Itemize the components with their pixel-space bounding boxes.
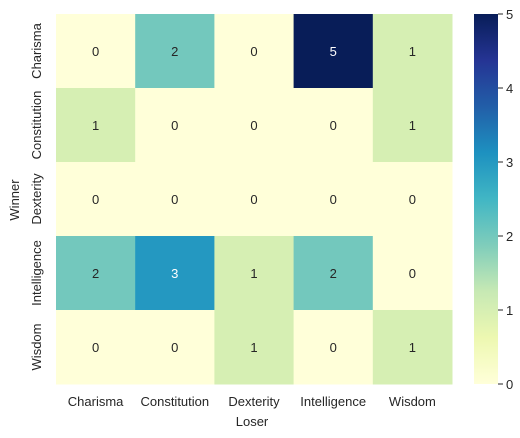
heatmap-cell [372,88,453,163]
cell-value-label: 2 [330,266,337,281]
cell-value-label: 2 [92,266,99,281]
y-tick-label: Dexterity [29,173,44,225]
y-tick-labels: Charisma Constitution Dexterity Intelligenc… [29,22,44,370]
heatmap-cell [56,310,136,385]
heatmap-cell [372,14,453,89]
cell-value-label: 0 [171,340,178,355]
heatmap-cell [135,236,215,311]
colorbar-tick-labels: 0 1 2 3 4 5 [498,7,513,392]
cell-value-label: 0 [409,192,416,207]
heatmap-cell [372,236,453,311]
x-tick-label: Charisma [68,394,124,409]
heatmap-cell [135,310,215,385]
colorbar [474,14,498,384]
x-tick-label: Wisdom [389,394,436,409]
heatmap-cell [214,162,295,237]
heatmap-cell [293,14,374,89]
heatmap-cell [56,88,136,163]
cell-value-label: 0 [250,44,257,59]
colorbar-tick-label: 1 [506,303,513,318]
cell-value-label: 2 [171,44,178,59]
cell-value-label: 1 [409,340,416,355]
heatmap-cell [293,310,374,385]
cell-value-label: 3 [171,266,178,281]
cell-value-label: 0 [171,192,178,207]
cell-value-label: 0 [92,192,99,207]
cell-value-label: 0 [330,192,337,207]
x-tick-label: Dexterity [228,394,280,409]
y-tick-label: Charisma [29,22,44,78]
cell-value-label: 1 [409,44,416,59]
y-axis-label: Winner [7,179,22,221]
heatmap-cell [214,14,295,89]
heatmap-cell [214,88,295,163]
cell-value-label: 0 [250,118,257,133]
colorbar-tick-label: 2 [506,229,513,244]
heatmap-cell [56,162,136,237]
colorbar-tick-label: 0 [506,377,513,392]
x-tick-label: Constitution [140,394,209,409]
y-tick-label: Intelligence [29,240,44,306]
cell-value-label: 1 [409,118,416,133]
heatmap-cell [372,162,453,237]
cell-value-label: 0 [409,266,416,281]
cell-value-label: 1 [92,118,99,133]
cell-value-label: 0 [330,340,337,355]
heatmap-cell [135,88,215,163]
cell-value-label: 1 [250,340,257,355]
heatmap-cell [372,310,453,385]
colorbar-tick-label: 4 [506,81,513,96]
x-tick-labels: Charisma Constitution Dexterity Intelligenc… [68,394,436,409]
cell-value-label: 0 [330,118,337,133]
heatmap-cells: 0 2 0 5 1 1 0 0 0 1 0 0 0 0 0 2 3 1 2 0 0 0 1 0 1 [56,14,453,385]
heatmap-cell [293,88,374,163]
colorbar-tick-label: 5 [506,7,513,22]
y-tick-label: Constitution [29,91,44,160]
heatmap-cell [135,14,215,89]
cell-value-label: 0 [92,340,99,355]
heatmap-cell [56,236,136,311]
cell-value-label: 1 [250,266,257,281]
heatmap-cell [293,162,374,237]
heatmap-cell [135,162,215,237]
x-axis-label: Loser [236,414,269,429]
cell-value-label: 0 [250,192,257,207]
colorbar-tick-label: 3 [506,155,513,170]
cell-value-label: 5 [330,44,337,59]
heatmap-cell [293,236,374,311]
y-tick-label: Wisdom [29,324,44,371]
heatmap-cell [56,14,136,89]
heatmap-cell [214,236,295,311]
heatmap-cell [214,310,295,385]
cell-value-label: 0 [171,118,178,133]
x-tick-label: Intelligence [300,394,366,409]
cell-value-label: 0 [92,44,99,59]
colorbar-gradient [474,14,498,384]
